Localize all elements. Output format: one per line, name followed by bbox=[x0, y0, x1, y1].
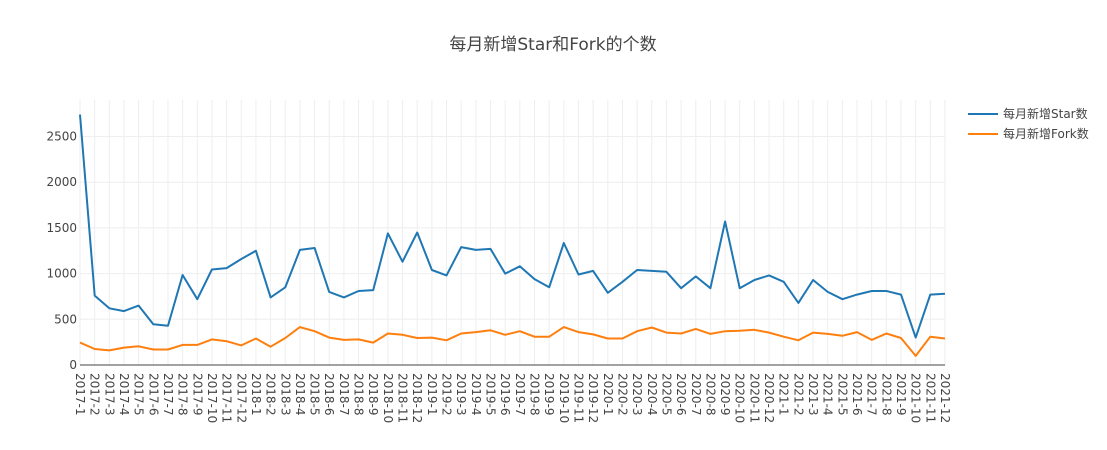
legend-label-1: 每月新增Fork数 bbox=[1003, 126, 1089, 141]
x-tick-label: 2019-6 bbox=[498, 373, 512, 416]
x-tick-label: 2021-10 bbox=[909, 373, 923, 423]
x-tick-label: 2018-1 bbox=[249, 373, 263, 416]
x-tick-label: 2017-4 bbox=[117, 373, 131, 416]
x-tick-label: 2017-6 bbox=[146, 373, 160, 416]
x-tick-label: 2018-12 bbox=[410, 373, 424, 423]
x-tick-label: 2021-7 bbox=[865, 373, 879, 416]
x-tick-label: 2019-12 bbox=[586, 373, 600, 423]
x-tick-label: 2018-4 bbox=[293, 373, 307, 416]
x-tick-label: 2019-8 bbox=[527, 373, 541, 416]
x-tick-label: 2019-2 bbox=[440, 373, 454, 416]
x-tick-label: 2018-7 bbox=[337, 373, 351, 416]
x-tick-label: 2017-2 bbox=[88, 373, 102, 416]
x-tick-label: 2017-7 bbox=[161, 373, 175, 416]
x-tick-label: 2020-2 bbox=[615, 373, 629, 416]
series-lines bbox=[79, 114, 946, 357]
x-tick-label: 2020-10 bbox=[733, 373, 747, 423]
x-tick-label: 2019-7 bbox=[513, 373, 527, 416]
y-tick-label: 2500 bbox=[46, 130, 77, 144]
x-tick-label: 2019-5 bbox=[484, 373, 498, 416]
x-tick-label: 2021-12 bbox=[938, 373, 952, 423]
x-tick-label: 2020-8 bbox=[703, 373, 717, 416]
x-tick-label: 2017-9 bbox=[190, 373, 204, 416]
x-tick-label: 2020-3 bbox=[630, 373, 644, 416]
x-tick-label: 2021-9 bbox=[894, 373, 908, 416]
x-tick-label: 2021-4 bbox=[821, 373, 835, 416]
y-tick-label: 1000 bbox=[46, 267, 77, 281]
x-tick-label: 2018-8 bbox=[352, 373, 366, 416]
x-tick-label: 2019-3 bbox=[454, 373, 468, 416]
y-gridlines bbox=[80, 136, 945, 320]
x-tick-label: 2018-10 bbox=[381, 373, 395, 423]
x-tick-label: 2018-11 bbox=[396, 373, 410, 423]
y-tick-label: 2000 bbox=[46, 175, 77, 189]
x-tick-label: 2020-9 bbox=[718, 373, 732, 416]
x-tick-label: 2019-4 bbox=[469, 373, 483, 416]
series-line-1 bbox=[79, 326, 946, 357]
x-tick-label: 2021-2 bbox=[791, 373, 805, 416]
x-tick-label: 2017-10 bbox=[205, 373, 219, 423]
x-tick-label: 2019-10 bbox=[557, 373, 571, 423]
x-tick-label: 2019-9 bbox=[542, 373, 556, 416]
x-tick-label: 2019-1 bbox=[425, 373, 439, 416]
x-tick-label: 2020-5 bbox=[659, 373, 673, 416]
chart-title: 每月新增Star和Fork的个数 bbox=[449, 35, 656, 55]
x-tick-label: 2018-6 bbox=[322, 373, 336, 416]
x-tick-label: 2021-3 bbox=[806, 373, 820, 416]
x-tick-label: 2021-11 bbox=[923, 373, 937, 423]
x-tick-label: 2018-5 bbox=[308, 373, 322, 416]
x-tick-label: 2021-5 bbox=[835, 373, 849, 416]
x-tick-label: 2020-1 bbox=[601, 373, 615, 416]
x-tick-label: 2020-6 bbox=[674, 373, 688, 416]
x-tick-label: 2020-12 bbox=[762, 373, 776, 423]
x-tick-label: 2021-6 bbox=[850, 373, 864, 416]
x-axis-ticks: 2017-1 2017-2 2017-3 2017-4 2017-5 2017-6 2017… bbox=[73, 373, 952, 423]
y-tick-label: 500 bbox=[54, 312, 77, 326]
series-line-0 bbox=[79, 114, 946, 339]
x-tick-label: 2017-12 bbox=[234, 373, 248, 423]
x-tick-label: 2021-8 bbox=[879, 373, 893, 416]
x-tick-label: 2018-3 bbox=[278, 373, 292, 416]
x-gridlines bbox=[79, 100, 946, 365]
x-tick-label: 2017-1 bbox=[73, 373, 87, 416]
x-tick-label: 2020-7 bbox=[689, 373, 703, 416]
x-tick-label: 2017-8 bbox=[176, 373, 190, 416]
x-tick-label: 2017-3 bbox=[102, 373, 116, 416]
x-tick-label: 2021-1 bbox=[777, 373, 791, 416]
x-tick-label: 2018-2 bbox=[264, 373, 278, 416]
y-tick-label: 0 bbox=[69, 358, 77, 372]
x-tick-label: 2020-11 bbox=[747, 373, 761, 423]
y-axis-ticks: 0 500 1000 1500 2000 2500 bbox=[46, 130, 77, 372]
x-tick-label: 2017-11 bbox=[220, 373, 234, 423]
x-tick-label: 2020-4 bbox=[645, 373, 659, 416]
x-tick-label: 2018-9 bbox=[366, 373, 380, 416]
legend-label-0: 每月新增Star数 bbox=[1003, 106, 1088, 121]
x-tick-label: 2017-5 bbox=[132, 373, 146, 416]
x-tick-label: 2019-11 bbox=[571, 373, 585, 423]
y-tick-label: 1500 bbox=[46, 221, 77, 235]
